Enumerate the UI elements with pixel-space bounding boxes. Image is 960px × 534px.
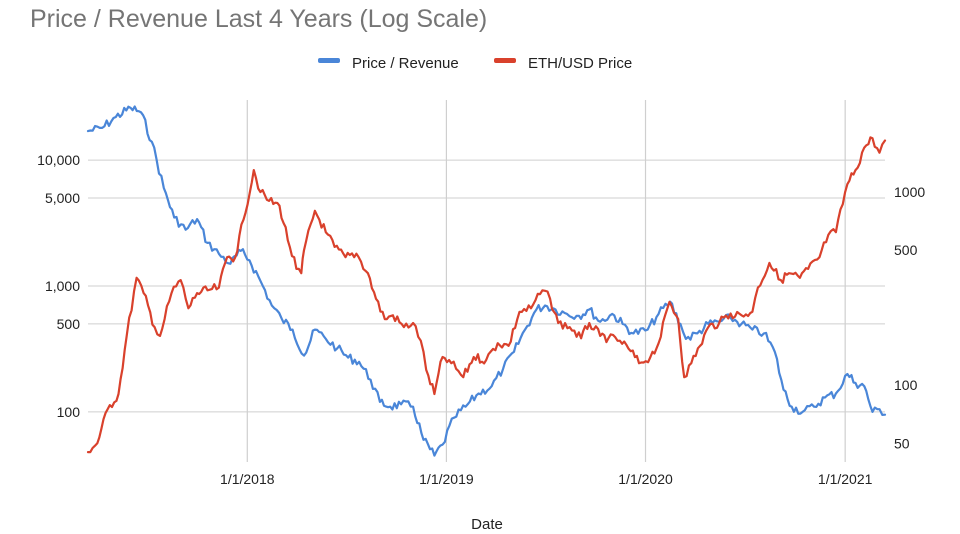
y-right-tick-label: 100 [894, 377, 918, 393]
y-left-tick-label: 5,000 [45, 190, 80, 206]
y-left-tick-label: 100 [57, 404, 81, 420]
y-right-tick-label: 500 [894, 242, 918, 258]
series-lines [86, 105, 887, 457]
chart-title: Price / Revenue Last 4 Years (Log Scale) [30, 5, 487, 33]
tick-labels: 100 500 1,000 5,000 10,000 50 100 500 1000 1/1/20… [37, 152, 925, 487]
x-tick-label: 1/1/2021 [818, 471, 873, 487]
x-tick-label: 1/1/2020 [618, 471, 673, 487]
legend-item-price-revenue[interactable]: Price / Revenue [318, 55, 459, 72]
y-right-tick-label: 1000 [894, 184, 925, 200]
y-left-tick-label: 500 [57, 316, 81, 332]
y-right-tick-label: 50 [894, 435, 910, 451]
gridlines [88, 100, 885, 462]
y-left-tick-label: 10,000 [37, 152, 80, 168]
legend-label-price-revenue: Price / Revenue [352, 55, 459, 72]
legend-label-eth-usd-price: ETH/USD Price [528, 55, 632, 72]
legend-swatch-price-revenue [318, 58, 340, 63]
x-axis-title: Date [471, 516, 503, 533]
legend: Price / Revenue ETH/USD Price [318, 55, 632, 72]
series-line-eth-usd-price [86, 136, 887, 454]
legend-swatch-eth-usd-price [494, 58, 516, 63]
legend-item-eth-usd-price[interactable]: ETH/USD Price [494, 55, 632, 72]
y-left-tick-label: 1,000 [45, 278, 80, 294]
x-tick-label: 1/1/2019 [419, 471, 474, 487]
series-line-price-revenue [86, 105, 887, 457]
x-tick-label: 1/1/2018 [220, 471, 275, 487]
